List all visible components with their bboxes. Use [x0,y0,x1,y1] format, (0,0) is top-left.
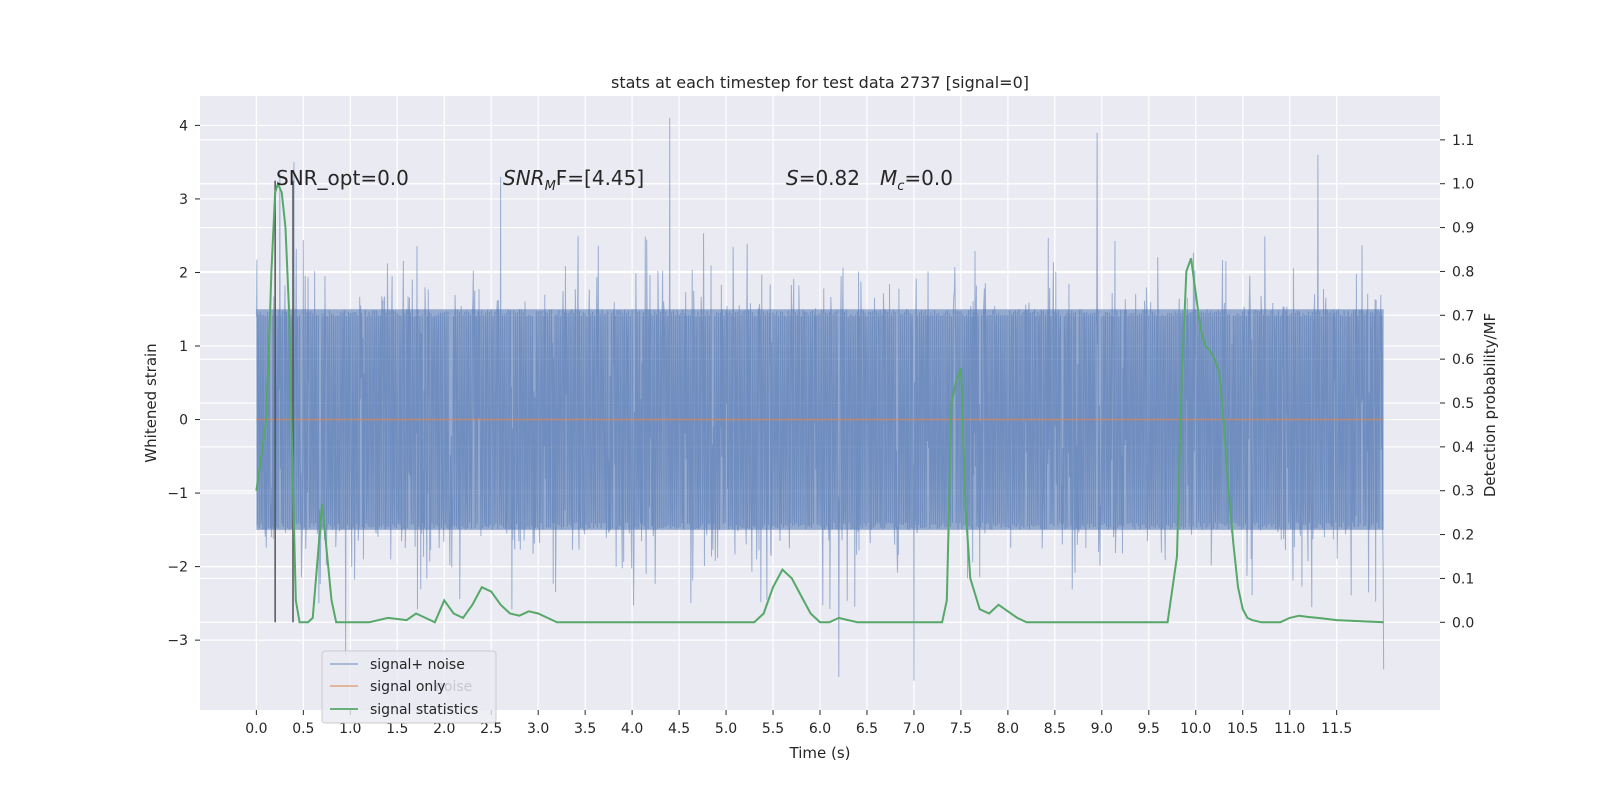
x-tick-label: 9.5 [1138,721,1160,737]
x-tick-label: 7.5 [950,721,972,737]
snr-mf-main: SNR [503,166,545,190]
legend: noise signal+ noise signal only signal s… [321,650,497,724]
x-tick-label: 10.0 [1180,721,1211,737]
right-y-tick-label: 0.8 [1452,264,1474,280]
right-y-tick-label: 0.7 [1452,308,1474,324]
chart-title: stats at each timestep for test data 273… [611,73,1029,92]
s-main: S [786,166,799,190]
snr-mf-sub: M [545,179,556,194]
x-tick-label: 6.0 [809,721,831,737]
x-tick-label: 1.5 [386,721,408,737]
right-y-tick-labels: 1.1 1.0 0.9 0.8 0.7 0.6 0.5 0.4 0.3 0.2 0.1 0.0 [1440,133,1474,631]
s-annotation: S=0.82 [786,166,860,190]
x-tick-label: 4.5 [668,721,690,737]
x-tick-label: 11.0 [1274,721,1305,737]
x-tick-label: 3.0 [527,721,549,737]
right-y-tick-label: 0.9 [1452,221,1474,237]
x-tick-label: 8.5 [1044,721,1066,737]
left-y-tick-label: 2 [179,265,188,281]
right-y-tick-label: 1.0 [1452,177,1474,193]
snr-mf-rest: F=[4.45] [556,166,644,190]
x-tick-label: 8.0 [997,721,1019,737]
left-y-tick-labels: 4 3 2 1 0 −1 −2 −3 [167,118,200,649]
x-tick-label: 9.0 [1091,721,1113,737]
x-tick-label: 2.5 [480,721,502,737]
right-y-tick-label: 0.6 [1452,352,1474,368]
x-tick-label: 6.5 [856,721,878,737]
x-axis-label: Time (s) [789,744,851,762]
s-rest: =0.82 [799,166,860,190]
legend-label-signal-only: signal only [370,679,445,695]
mc-main: M [880,166,897,190]
right-y-tick-label: 0.1 [1452,571,1474,587]
left-y-tick-label: −1 [167,486,188,502]
legend-hidden-text: noise [435,679,472,695]
mc-sub: c [897,179,904,194]
x-tick-labels: 0.0 0.5 1.0 1.5 2.0 2.5 3.0 3.5 4.0 4.5 5.0 5.5 6.0 6… [245,710,1352,737]
x-tick-label: 4.0 [621,721,643,737]
x-tick-label: 2.0 [433,721,455,737]
legend-label-signal-plus-noise: signal+ noise [370,657,465,673]
left-y-tick-label: −2 [167,560,188,576]
x-tick-label: 7.0 [903,721,925,737]
series-signal-statistics [255,180,1384,624]
x-tick-label: 5.0 [715,721,737,737]
x-tick-label: 0.5 [292,721,314,737]
noise-trace-line [255,118,1385,681]
right-y-tick-label: 0.4 [1452,440,1474,456]
left-y-tick-label: −3 [167,633,188,649]
x-tick-label: 11.5 [1321,721,1352,737]
mc-rest: =0.0 [904,166,953,190]
legend-label-signal-statistics: signal statistics [370,702,478,718]
left-y-axis-label: Whitened strain [142,343,160,462]
legend-box [321,650,497,724]
right-y-tick-label: 0.0 [1452,615,1474,631]
right-y-axis-label: Detection probability/MF [1481,313,1499,497]
signal-statistics-line [255,180,1384,624]
mc-annotation: Mc=0.0 [880,166,953,194]
x-tick-label: 10.5 [1227,721,1258,737]
right-y-tick-label: 0.5 [1452,396,1474,412]
snr-opt-annotation: SNR_opt=0.0 [276,166,409,190]
x-tick-label: 0.0 [245,721,267,737]
left-y-tick-label: 0 [179,413,188,429]
x-tick-label: 5.5 [762,721,784,737]
right-y-tick-label: 0.3 [1452,484,1474,500]
left-y-tick-label: 1 [179,339,188,355]
snr-mf-annotation: SNRMF=[4.45] [503,166,644,194]
right-y-tick-label: 1.1 [1452,133,1474,149]
right-y-tick-label: 0.2 [1452,528,1474,544]
vertical-markers [274,180,294,623]
left-y-tick-label: 4 [179,118,188,134]
left-y-tick-label: 3 [179,192,188,208]
x-tick-label: 1.0 [339,721,361,737]
x-tick-label: 3.5 [574,721,596,737]
